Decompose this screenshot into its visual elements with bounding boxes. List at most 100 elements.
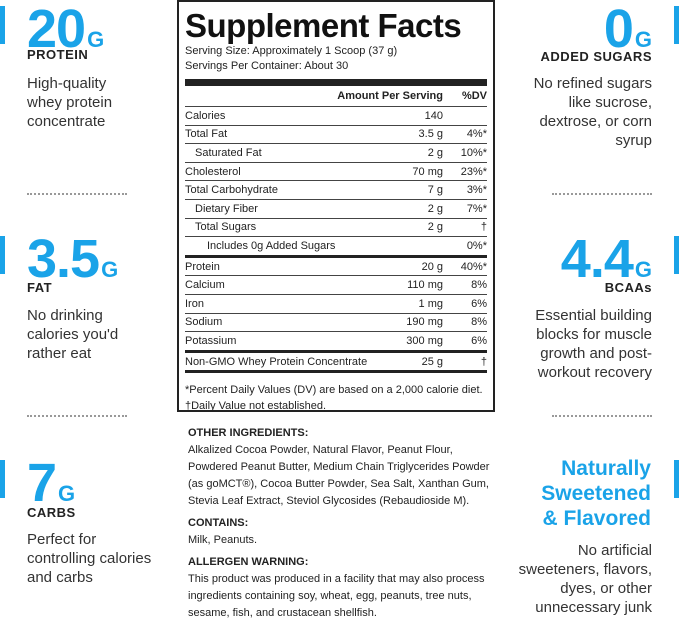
facts-row: Potassium 300 mg 6% <box>185 331 487 350</box>
accent-bar <box>0 460 5 498</box>
added-sugars-desc: No refined sugars like sucrose, dextrose, … <box>533 75 652 149</box>
accent-bar <box>674 460 679 498</box>
row-dv: † <box>480 221 487 234</box>
bcaa-label: BCAAs <box>604 280 652 295</box>
row-amount: 7 g <box>427 184 443 197</box>
facts-row: Calories 140 <box>185 106 487 125</box>
row-dv: 0%* <box>466 239 487 252</box>
row-dv: 6% <box>471 297 487 310</box>
row-amount: 190 mg <box>406 316 443 329</box>
row-dv: 3%* <box>466 184 487 197</box>
row-amount: 20 g <box>421 260 443 273</box>
facts-row: Non-GMO Whey Protein Concentrate 25 g † <box>185 349 487 371</box>
footnote-dv: *Percent Daily Values (DV) are based on … <box>185 384 483 397</box>
row-dv: † <box>480 355 487 368</box>
footnote-dagger: †Daily Value not established. <box>185 400 327 413</box>
facts-row: Calcium 110 mg 8% <box>185 275 487 294</box>
row-name: Protein <box>185 260 220 273</box>
sweetened-heading: Naturally Sweetened & Flavored <box>541 457 651 530</box>
row-amount: 2 g <box>427 146 443 159</box>
row-amount: 2 g <box>427 202 443 215</box>
added-sugars-value: 0G <box>603 0 652 59</box>
accent-bar <box>674 236 679 274</box>
ingredients-block: OTHER INGREDIENTS: Alkalized Cocoa Powde… <box>188 425 498 622</box>
facts-row: Includes 0g Added Sugars 0%* <box>185 236 487 255</box>
facts-row: Sodium 190 mg 8% <box>185 312 487 332</box>
row-amount: 1 mg <box>418 297 443 310</box>
row-name: Total Fat <box>185 128 228 141</box>
facts-title: Supplement Facts <box>185 7 462 44</box>
row-dv: 6% <box>471 334 487 347</box>
row-dv: 10%* <box>460 146 487 159</box>
row-dv: 8% <box>471 316 487 329</box>
divider <box>27 415 127 417</box>
row-name: Saturated Fat <box>195 146 262 159</box>
fat-label: FAT <box>27 280 53 295</box>
facts-row: Iron 1 mg 6% <box>185 293 487 313</box>
protein-label: PROTEIN <box>27 47 89 62</box>
row-name: Calcium <box>185 279 225 292</box>
row-amount: 300 mg <box>406 334 443 347</box>
facts-row: Total Carbohydrate 7 g 3%* <box>185 180 487 199</box>
accent-bar <box>0 236 5 274</box>
fat-value: 3.5G <box>27 229 119 289</box>
contains-heading: CONTAINS: <box>188 517 249 529</box>
row-dv: 7%* <box>466 202 487 215</box>
facts-row: Total Fat 3.5 g 4%* <box>185 124 487 144</box>
allergen-heading: ALLERGEN WARNING: <box>188 556 309 568</box>
other-ingredients-heading: OTHER INGREDIENTS: <box>188 427 309 439</box>
row-name: Iron <box>185 297 204 310</box>
fat-desc: No drinking calories you'd rather eat <box>27 307 119 362</box>
divider-medium <box>185 370 487 374</box>
divider <box>552 415 652 417</box>
row-dv: 4%* <box>466 128 487 141</box>
contains-text: Milk, Peanuts. <box>188 534 258 546</box>
row-amount: 25 g <box>421 355 443 368</box>
row-amount: 3.5 g <box>418 128 443 141</box>
divider <box>27 193 127 195</box>
bcaa-value: 4.4G <box>560 229 652 289</box>
row-name: Sodium <box>185 316 223 329</box>
sweetened-desc: No artificial sweeteners, flavors, dyes, o… <box>518 542 652 616</box>
row-name: Total Sugars <box>195 221 257 234</box>
row-amount: 2 g <box>427 221 443 234</box>
facts-row: Protein 20 g 40%* <box>185 254 487 276</box>
row-name: Dietary Fiber <box>195 202 258 215</box>
row-name: Potassium <box>185 334 237 347</box>
supplement-facts-panel: Supplement Facts Serving Size: Approxima… <box>177 0 495 412</box>
row-name: Non-GMO Whey Protein Concentrate <box>185 355 368 368</box>
facts-row: Cholesterol 70 mg 23%* <box>185 161 487 181</box>
carbs-value: 7G <box>27 453 76 513</box>
added-sugars-label: ADDED SUGARS <box>540 49 652 64</box>
row-name: Cholesterol <box>185 165 241 178</box>
protein-value: 20G <box>27 0 105 59</box>
facts-row: Dietary Fiber 2 g 7%* <box>185 198 487 218</box>
bcaa-desc: Essential building blocks for muscle growt… <box>535 307 652 381</box>
row-name: Includes 0g Added Sugars <box>207 239 336 252</box>
accent-bar <box>0 6 5 44</box>
row-amount: 110 mg <box>407 279 443 292</box>
row-dv: 40%* <box>460 260 487 273</box>
row-name: Calories <box>185 109 226 122</box>
header-dv: %DV <box>461 90 487 102</box>
facts-row: Saturated Fat 2 g 10%* <box>185 143 487 162</box>
row-name: Total Carbohydrate <box>185 184 278 197</box>
divider <box>552 193 652 195</box>
row-amount: 140 <box>424 109 443 122</box>
servings-per-container: Servings Per Container: About 30 <box>185 60 349 72</box>
allergen-text: This product was produced in a facility … <box>188 573 485 619</box>
facts-rows: Calories 140 Total Fat 3.5 g 4%* Saturated Fa… <box>185 106 487 370</box>
carbs-label: CARBS <box>27 505 76 520</box>
divider-thick <box>185 79 487 86</box>
row-dv: 8% <box>471 279 487 292</box>
serving-size: Serving Size: Approximately 1 Scoop (37 … <box>185 45 398 57</box>
facts-header-row: Amount Per Serving %DV <box>185 86 487 106</box>
facts-row: Total Sugars 2 g † <box>185 217 487 237</box>
accent-bar <box>674 6 679 44</box>
carbs-desc: Perfect for controlling calories and carbs <box>27 531 152 586</box>
header-amount: Amount Per Serving <box>337 90 443 102</box>
row-dv: 23%* <box>460 165 487 178</box>
other-ingredients-text: Alkalized Cocoa Powder, Natural Flavor, … <box>188 444 490 507</box>
row-amount: 70 mg <box>412 165 443 178</box>
protein-desc: High-quality whey protein concentrate <box>27 75 113 130</box>
